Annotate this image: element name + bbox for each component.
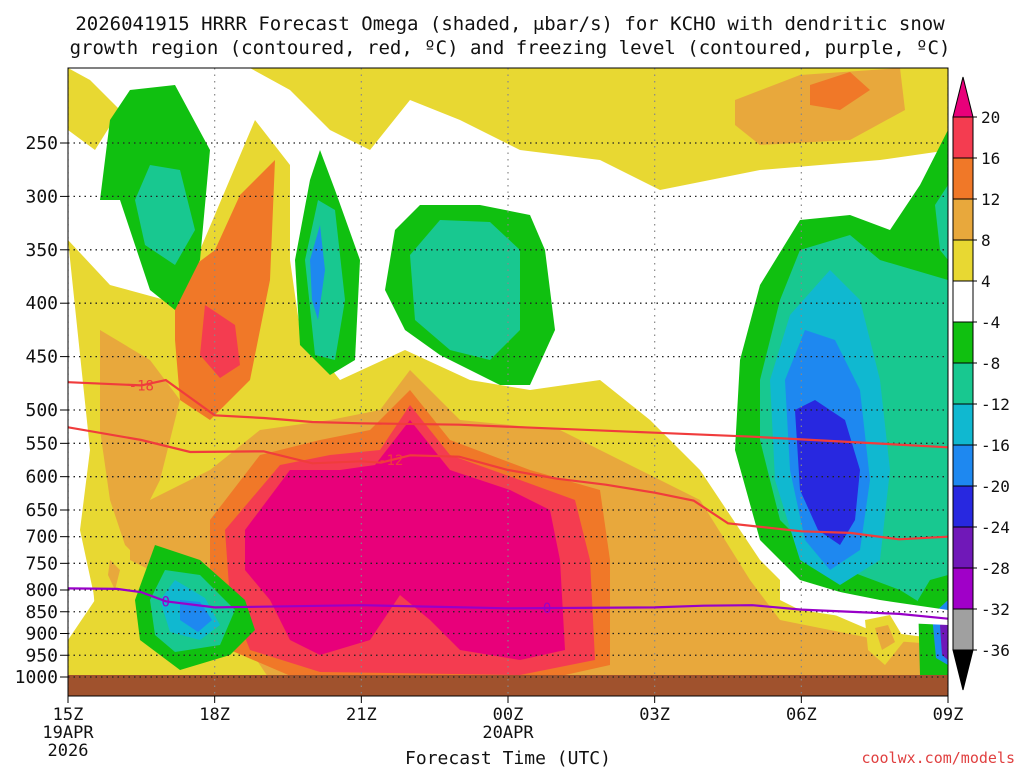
y-tick-label-950: 950 bbox=[25, 645, 58, 666]
omega-orange-small-right bbox=[875, 625, 895, 650]
x-tick-year-15Z: 2026 bbox=[48, 741, 89, 761]
y-tick-label-1000: 1000 bbox=[15, 667, 58, 688]
omega-teal-left bbox=[135, 165, 195, 265]
colorbar-label-11: -28 bbox=[981, 559, 1010, 578]
x-tick-label-15Z: 15Z bbox=[53, 705, 84, 725]
omega-yellow-small-left bbox=[90, 530, 130, 640]
contour-label-freezing_level_0-1: 0 bbox=[543, 601, 551, 617]
grid-lines bbox=[68, 68, 948, 696]
colorbar-band-0 bbox=[952, 116, 974, 159]
y-axis: 2503003504004505005506006507007508008509… bbox=[15, 133, 68, 688]
colorbar-label-1: 16 bbox=[981, 149, 1000, 168]
omega-teal-right-top bbox=[935, 185, 948, 260]
y-tick-label-700: 700 bbox=[25, 527, 58, 548]
colorbar: 20 16 12 8 4 -4 -8 -12 -16 -20 -24 -28 -32 -36 bbox=[952, 76, 1010, 691]
y-tick-label-450: 450 bbox=[25, 347, 58, 368]
omega-teal-center bbox=[410, 220, 520, 360]
contour-freezing_level_0 bbox=[68, 587, 948, 620]
contour-lines: -18 -12 0 0 bbox=[68, 378, 948, 620]
colorbar-band-5 bbox=[952, 321, 974, 364]
omega-teal-mid bbox=[305, 200, 345, 360]
colorbar-label-8: -16 bbox=[981, 436, 1010, 455]
y-tick-label-800: 800 bbox=[25, 580, 58, 601]
colorbar-band-4 bbox=[952, 280, 974, 323]
omega-red-upper bbox=[200, 305, 240, 378]
colorbar-label-7: -12 bbox=[981, 395, 1010, 414]
y-tick-label-850: 850 bbox=[25, 602, 58, 623]
colorbar-label-9: -20 bbox=[981, 477, 1010, 496]
omega-blue-lower-left bbox=[180, 600, 212, 632]
omega-purple-right-bottom bbox=[940, 620, 948, 660]
x-tick-date-15Z: 19APR bbox=[42, 723, 94, 743]
y-tick-label-400: 400 bbox=[25, 293, 58, 314]
x-tick-date-00Z: 20APR bbox=[482, 723, 534, 743]
x-tick-label-06Z: 06Z bbox=[786, 705, 817, 725]
colorbar-label-0: 20 bbox=[981, 108, 1000, 127]
colorbar-cap-bottom bbox=[952, 649, 974, 691]
colorbar-band-10 bbox=[952, 526, 974, 569]
contour-label-freezing_level_0-0: 0 bbox=[162, 594, 170, 610]
colorbar-band-8 bbox=[952, 444, 974, 487]
contour-dgz_-12 bbox=[68, 426, 948, 541]
colorbar-band-9 bbox=[952, 485, 974, 528]
omega-shading bbox=[68, 68, 948, 696]
x-tick-label-00Z: 00Z bbox=[493, 705, 524, 725]
chart-title-line1: 2026041915 HRRR Forecast Omega (shaded, … bbox=[75, 13, 945, 35]
x-axis-label: Forecast Time (UTC) bbox=[405, 748, 611, 768]
contour-label-dgz_-12-0: -12 bbox=[378, 453, 403, 469]
colorbar-band-6 bbox=[952, 362, 974, 405]
y-tick-label-250: 250 bbox=[25, 133, 58, 154]
colorbar-band-12 bbox=[952, 608, 974, 651]
x-tick-label-03Z: 03Z bbox=[639, 705, 670, 725]
y-tick-label-750: 750 bbox=[25, 553, 58, 574]
omega-deepblue-right bbox=[795, 400, 860, 545]
x-tick-label-21Z: 21Z bbox=[346, 705, 377, 725]
colorbar-label-10: -24 bbox=[981, 518, 1010, 537]
colorbar-label-6: -8 bbox=[981, 354, 1000, 373]
y-tick-label-600: 600 bbox=[25, 467, 58, 488]
colorbar-label-4: 4 bbox=[981, 272, 991, 291]
y-tick-label-350: 350 bbox=[25, 240, 58, 261]
y-tick-label-500: 500 bbox=[25, 400, 58, 421]
omega-orange-small-left bbox=[108, 560, 120, 590]
colorbar-label-13: -36 bbox=[981, 641, 1010, 660]
contour-label-dgz_-18-0: -18 bbox=[129, 378, 154, 394]
x-tick-label-09Z: 09Z bbox=[933, 705, 964, 725]
colorbar-label-2: 12 bbox=[981, 190, 1000, 209]
plot-area: -18 -12 0 0 bbox=[68, 68, 948, 696]
x-tick-label-18Z: 18Z bbox=[199, 705, 230, 725]
omega-blue-mid bbox=[310, 225, 325, 320]
chart-title-line2: growth region (contoured, red, ºC) and f… bbox=[70, 37, 951, 59]
y-tick-label-550: 550 bbox=[25, 433, 58, 454]
colorbar-label-12: -32 bbox=[981, 600, 1010, 619]
colorbar-label-5: -4 bbox=[981, 313, 1000, 332]
credit-text[interactable]: coolwx.com/models bbox=[861, 749, 1015, 767]
omega-orange-dark-top-right bbox=[810, 72, 870, 110]
colorbar-band-7 bbox=[952, 403, 974, 446]
y-tick-label-650: 650 bbox=[25, 500, 58, 521]
omega-yellow-top-left bbox=[68, 68, 120, 150]
colorbar-band-11 bbox=[952, 567, 974, 610]
colorbar-cap-top bbox=[952, 76, 974, 118]
y-tick-label-300: 300 bbox=[25, 186, 58, 207]
colorbar-band-3 bbox=[952, 239, 974, 282]
contour-dgz_-18 bbox=[68, 378, 948, 449]
y-tick-label-900: 900 bbox=[25, 624, 58, 645]
colorbar-band-1 bbox=[952, 157, 974, 200]
colorbar-label-3: 8 bbox=[981, 231, 991, 250]
colorbar-band-2 bbox=[952, 198, 974, 241]
omega-magenta-core bbox=[245, 420, 565, 660]
